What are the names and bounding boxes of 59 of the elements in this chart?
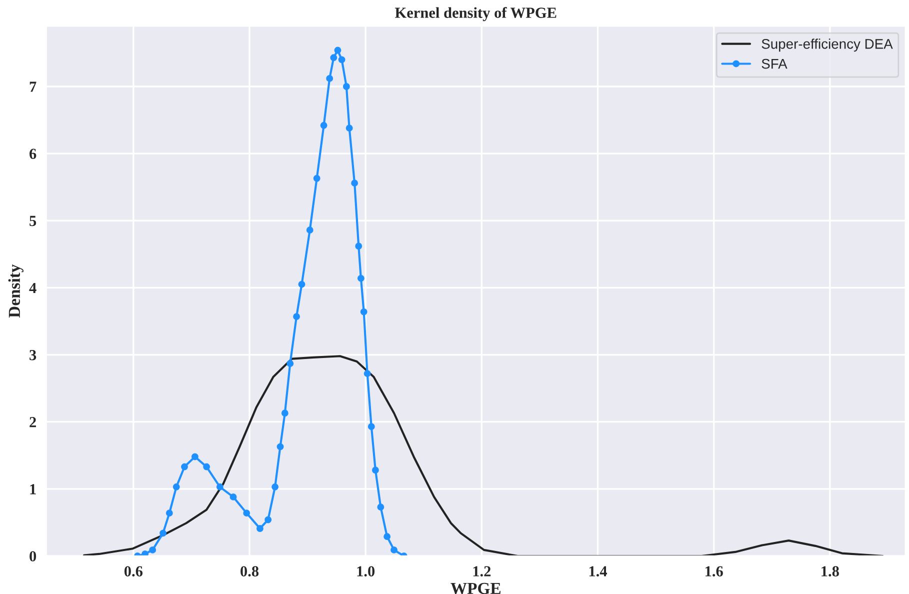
x-tick-label: 1.6: [706, 566, 723, 577]
point: [368, 423, 375, 430]
point: [216, 483, 224, 490]
point: [342, 83, 350, 90]
point: [160, 530, 166, 537]
point: [256, 525, 264, 532]
x-axis-title: WPGE: [450, 582, 500, 594]
point: [313, 174, 320, 182]
line-series: [83, 355, 884, 556]
point: [142, 550, 148, 556]
point: [326, 74, 334, 82]
point: [384, 533, 391, 540]
point: [272, 483, 279, 490]
point: [364, 370, 371, 378]
y-tick-label: 7: [30, 82, 36, 92]
point: [334, 46, 342, 54]
point: [286, 360, 294, 367]
point: [320, 122, 328, 129]
x-tick-label: 0.8: [240, 566, 259, 577]
x-tick-label: 1.2: [473, 566, 491, 577]
y-tick-label: 4: [29, 282, 36, 294]
point: [230, 493, 237, 500]
y-tick-label: 0: [30, 551, 36, 562]
point: [203, 463, 210, 470]
point: [293, 313, 300, 320]
x-tick-label: 0.6: [124, 566, 143, 577]
point: [372, 466, 379, 474]
point: [276, 443, 284, 450]
point: [377, 504, 384, 510]
point: [264, 516, 272, 524]
y-tick-label: 6: [30, 148, 36, 160]
point: [351, 180, 358, 187]
point: [149, 546, 156, 554]
x-tick-label: 1.8: [822, 566, 839, 577]
point: [172, 483, 180, 490]
point: [338, 56, 346, 64]
point: [281, 410, 288, 417]
point: [330, 54, 338, 62]
x-tick-label: 1.4: [589, 566, 608, 577]
y-tick-label: 3: [30, 350, 36, 360]
x-tick-label: 1.0: [357, 566, 375, 577]
y-axis-title: Density: [8, 264, 24, 318]
point: [191, 453, 198, 460]
point: [357, 274, 364, 282]
point: [298, 280, 306, 288]
legend-label: Super-efficiency DEA: [762, 38, 893, 52]
point: [166, 510, 173, 517]
point: [181, 463, 188, 470]
y-tick-label: 5: [30, 216, 36, 226]
point: [360, 308, 368, 316]
legend-label: SFA: [762, 58, 788, 69]
point: [306, 226, 314, 234]
point: [243, 510, 250, 517]
point: [346, 124, 353, 132]
point: [355, 242, 362, 250]
y-tick-label: 1: [30, 484, 36, 494]
point: [390, 546, 398, 554]
chart-title: Kernel density of WPGE: [394, 7, 556, 22]
y-tick-label: 2: [30, 417, 36, 428]
